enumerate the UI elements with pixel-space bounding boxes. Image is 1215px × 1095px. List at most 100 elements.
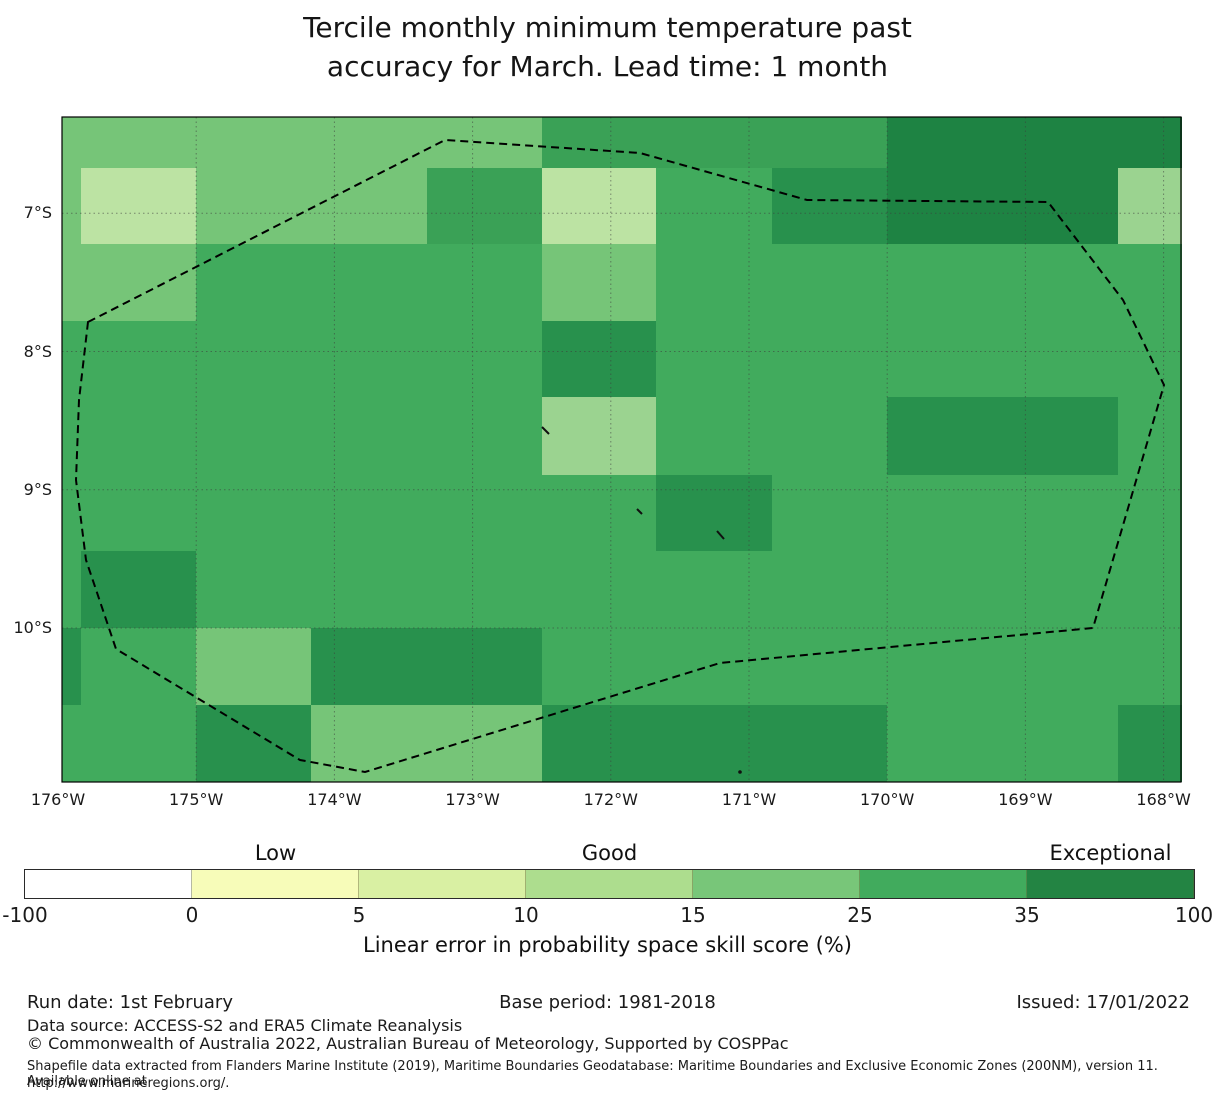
footer-base-period: Base period: 1981-2018 — [499, 992, 716, 1013]
map-cell-r7c2 — [196, 628, 312, 707]
map-cell-r7c9 — [1001, 628, 1119, 707]
colorbar-tick-35: 35 — [1014, 903, 1040, 927]
map-cell-r2c5 — [541, 243, 657, 322]
colorbar-category-exceptional: Exceptional — [1049, 841, 1172, 865]
colorbar-caption: Linear error in probability space skill … — [363, 933, 852, 957]
map-cell-r0c9 — [1001, 117, 1119, 169]
map-cell-r8c9 — [1001, 705, 1119, 783]
chart-title-line1: Tercile monthly minimum temperature past — [303, 11, 912, 44]
map-cell-r2c8 — [887, 243, 1003, 322]
map-cell-r6c0 — [62, 550, 83, 629]
map-cell-r1c2 — [196, 167, 312, 245]
map-cell-r1c4 — [426, 167, 543, 245]
footer-shapefile-line2: http://www.marineregions.org/. — [27, 1076, 230, 1091]
map-cell-r5c6 — [656, 474, 774, 552]
map-cell-r6c6 — [656, 550, 774, 629]
map-cell-r2c1 — [81, 243, 197, 322]
map-cell-r7c8 — [887, 628, 1003, 707]
map-cell-r7c3 — [310, 628, 428, 707]
map-cell-r5c3 — [310, 474, 428, 552]
map-cell-r1c0 — [62, 167, 83, 245]
map-cell-r6c8 — [887, 550, 1003, 629]
map-cell-r3c1 — [81, 321, 197, 398]
colorbar-tick-15: 15 — [680, 903, 706, 927]
map-cell-r7c7 — [772, 628, 888, 707]
map-cell-r3c9 — [1001, 321, 1119, 398]
map-cell-r5c4 — [426, 474, 543, 552]
footer-run-date: Run date: 1st February — [27, 992, 233, 1013]
map-cell-r3c8 — [887, 321, 1003, 398]
map-cell-r5c0 — [62, 474, 83, 552]
map-cell-r4c3 — [310, 397, 428, 476]
map-cell-r2c3 — [310, 243, 428, 322]
map-cell-r8c8 — [887, 705, 1003, 783]
map-cell-r8c0 — [62, 705, 83, 783]
colorbar-segment-4 — [693, 870, 860, 898]
footer-copyright: © Commonwealth of Australia 2022, Austra… — [27, 1034, 789, 1053]
map-cell-r1c10 — [1117, 167, 1182, 245]
map-cell-r6c2 — [196, 550, 312, 629]
colorbar-tick-10: 10 — [513, 903, 539, 927]
map-cell-r6c4 — [426, 550, 543, 629]
footer-issued: Issued: 17/01/2022 — [1016, 992, 1190, 1013]
map-cell-r4c1 — [81, 397, 197, 476]
map-cell-r1c3 — [310, 167, 428, 245]
map-cell-r4c9 — [1001, 397, 1119, 476]
map-cell-r5c8 — [887, 474, 1003, 552]
map-cell-r2c10 — [1117, 243, 1182, 322]
map-plot — [62, 117, 1182, 783]
map-cell-r4c4 — [426, 397, 543, 476]
map-cell-r8c6 — [656, 705, 774, 783]
map-cell-r8c10 — [1117, 705, 1182, 783]
colorbar-segment-3 — [526, 870, 693, 898]
map-cell-r1c8 — [887, 167, 1003, 245]
map-cell-r0c1 — [81, 117, 197, 169]
map-cell-r3c3 — [310, 321, 428, 398]
map-cell-r3c6 — [656, 321, 774, 398]
map-cell-r2c2 — [196, 243, 312, 322]
x-tick-label-175°W: 175°W — [169, 790, 224, 809]
map-cell-r3c10 — [1117, 321, 1182, 398]
map-cell-r4c5 — [541, 397, 657, 476]
map-cell-r5c7 — [772, 474, 888, 552]
map-cell-r6c10 — [1117, 550, 1182, 629]
map-cell-r8c3 — [310, 705, 428, 783]
x-tick-label-172°W: 172°W — [583, 790, 638, 809]
x-tick-label-168°W: 168°W — [1136, 790, 1191, 809]
map-cell-r1c9 — [1001, 167, 1119, 245]
chart-title: Tercile monthly minimum temperature past… — [0, 8, 1215, 86]
map-cell-r2c6 — [656, 243, 774, 322]
map-cell-r3c0 — [62, 321, 83, 398]
map-cell-r0c7 — [772, 117, 888, 169]
map-cell-r7c10 — [1117, 628, 1182, 707]
map-cell-r2c4 — [426, 243, 543, 322]
footer-shapefile-line1: Shapefile data extracted from Flanders M… — [27, 1059, 1158, 1089]
colorbar-segment-0 — [25, 870, 192, 898]
chart-title-line2: accuracy for March. Lead time: 1 month — [326, 50, 889, 83]
map-cell-r7c4 — [426, 628, 543, 707]
map-cell-r4c0 — [62, 397, 83, 476]
y-tick-label-7°S: 7°S — [23, 203, 52, 223]
x-tick-label-173°W: 173°W — [445, 790, 500, 809]
map-cell-r7c6 — [656, 628, 774, 707]
colorbar-segment-5 — [860, 870, 1027, 898]
map-cell-r8c5 — [541, 705, 657, 783]
colorbar-segment-6 — [1027, 870, 1194, 898]
colorbar-tick-100: 100 — [1174, 903, 1214, 927]
y-tick-label-10°S: 10°S — [13, 618, 52, 638]
colorbar-tick-5: 5 — [352, 903, 366, 927]
map-cell-r8c4 — [426, 705, 543, 783]
colorbar-category-good: Good — [581, 841, 638, 865]
map-cell-r8c2 — [196, 705, 312, 783]
map-cell-r4c8 — [887, 397, 1003, 476]
map-cell-r2c9 — [1001, 243, 1119, 322]
colorbar-tick--100: -100 — [2, 903, 48, 927]
map-cell-r5c5 — [541, 474, 657, 552]
colorbar — [24, 869, 1195, 899]
map-cell-r1c6 — [656, 167, 774, 245]
map-cell-r0c0 — [62, 117, 83, 169]
map-cell-r3c5 — [541, 321, 657, 398]
map-cell-r0c2 — [196, 117, 312, 169]
map-cell-r4c6 — [656, 397, 774, 476]
map-cell-r2c0 — [62, 243, 83, 322]
